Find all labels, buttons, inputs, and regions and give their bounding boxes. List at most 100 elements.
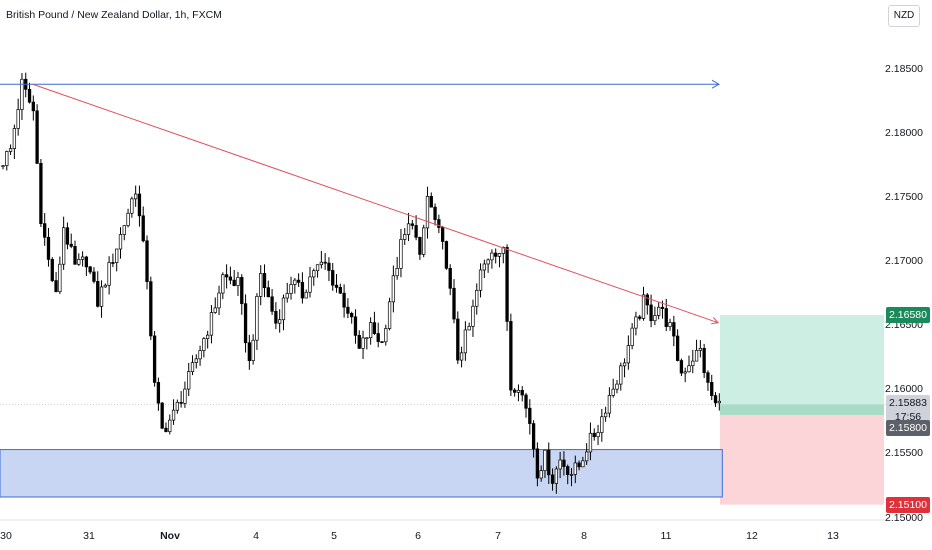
candle-body [149,281,153,337]
candle-body [39,163,43,224]
candle-body [672,322,676,337]
candle-body [118,234,123,250]
candle-body [8,148,13,152]
y-tick-label: 2.17000 [885,255,923,268]
candle-body [327,262,331,271]
candle-body [372,322,377,334]
candle-body [520,389,524,396]
candle-body [611,388,615,396]
candle-body [528,407,532,424]
candle-body [164,427,168,433]
stop-zone [720,414,884,505]
candle-body [152,335,157,383]
candle-body [395,268,399,277]
candle-body [304,291,308,299]
candle-body [702,348,706,374]
candle-body [293,279,297,285]
candle-body [126,212,130,227]
candle-body [554,468,558,484]
candle-body [577,462,581,468]
candle-body [706,372,710,383]
candle-body [607,395,612,414]
candle-body [482,263,486,271]
candle-body [255,296,259,341]
y-tick-label: 2.16000 [885,383,923,396]
candle-body [717,400,721,404]
entry-price-tag: 2.15800 [886,419,930,436]
trendline-arrow-icon [711,317,719,325]
candle-body [440,227,445,242]
candle-body [103,284,107,288]
candle-body [202,338,206,351]
candle-body [463,329,468,354]
candle-body [638,316,642,319]
candle-body [459,352,464,361]
candle-body [448,268,452,289]
downtrend-line [32,83,719,324]
candle-body [429,196,433,208]
x-tick-label: 12 [746,530,758,542]
candle-body [84,256,89,268]
candle-body [418,236,422,255]
x-tick-label: 6 [415,530,421,542]
candle-body [505,247,509,322]
candle-body [300,282,305,299]
candle-body [509,321,513,391]
candle-body [198,350,202,360]
candle-body [524,394,528,409]
candle-body [410,223,414,226]
candle-body [54,280,58,293]
candle-body [660,306,665,309]
candle-body [111,262,115,264]
candle-body [694,350,699,362]
candle-body [562,459,566,467]
x-tick-label: 8 [581,530,587,542]
candle-body [437,219,441,228]
candle-body [713,395,718,404]
candle-body [600,416,604,433]
candle-body [160,402,164,429]
x-tick-label: 13 [827,530,839,542]
candle-body [596,432,600,438]
candle-body [50,259,54,281]
candle-body [679,360,684,374]
y-tick-label: 2.18000 [885,126,923,139]
candle-body [240,277,244,305]
candle-body [619,365,623,385]
candle-body [289,284,293,294]
x-tick-label: 30 [0,530,12,542]
candle-body [80,256,85,260]
candle-body [99,286,104,307]
candle-body [27,88,32,103]
candle-body [668,322,672,327]
last-price-value: 2.15883 [889,397,927,410]
x-tick-label: 31 [83,530,95,542]
candle-body [312,270,316,278]
candle-body [323,261,327,264]
candle-body [664,308,668,327]
candle-body [236,277,240,286]
candle-body [134,193,138,200]
candle-body [698,348,703,351]
candle-body [490,252,494,261]
candle-body [649,304,653,322]
candle-body [171,409,176,421]
candle-body [5,151,9,166]
candle-body [69,243,73,247]
candle-body [543,449,547,471]
candle-body [486,259,490,265]
demand-zone [0,449,723,498]
candle-body [592,432,596,438]
candle-body [535,448,540,479]
currency-button[interactable]: NZD [888,5,920,27]
candle-body [380,341,384,343]
candle-body [20,78,24,110]
candle-body [414,225,418,238]
candle-body [315,264,320,272]
candle-body [334,284,339,288]
candle-body [145,240,149,283]
candle-body [281,297,286,321]
candle-body [634,316,638,329]
candle-body [361,337,365,349]
